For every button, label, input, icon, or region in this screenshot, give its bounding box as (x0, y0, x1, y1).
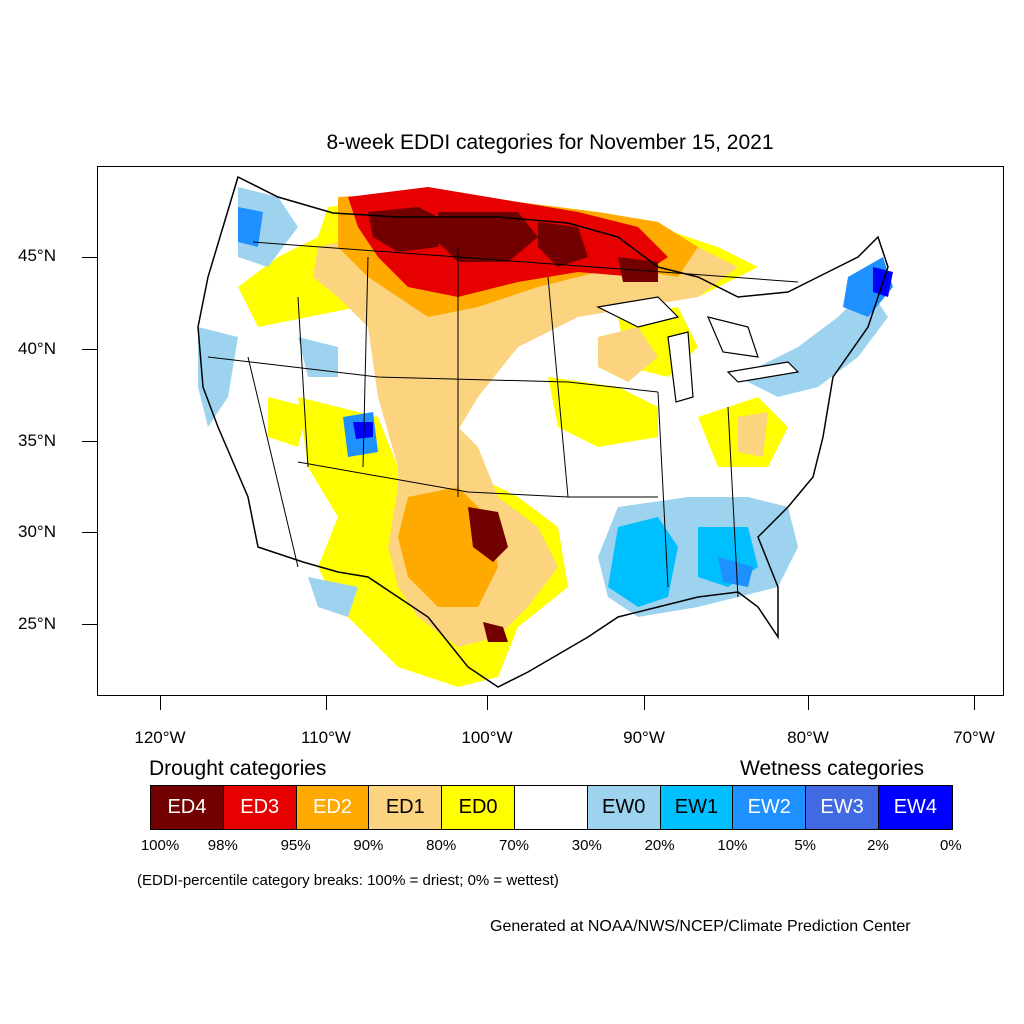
legend-cell-ew4: EW4 (878, 786, 952, 829)
lon-tick (487, 696, 488, 710)
ew2-southeast-area (718, 557, 753, 587)
lon-label-80: 80°W (787, 728, 829, 747)
legend-cell-ed3: ED3 (223, 786, 297, 829)
credit-line: Generated at NOAA/NWS/NCEP/Climate Predi… (490, 918, 911, 935)
ew4-west-area (353, 422, 373, 439)
ew1-southeast-area (608, 517, 758, 607)
coastline (197, 175, 889, 688)
legend-cell-ed4: ED4 (151, 786, 224, 829)
percentile-label: 2% (867, 837, 889, 854)
legend-cell-ew0: EW0 (587, 786, 661, 829)
ed4-south-area (468, 507, 508, 642)
category-note: (EDDI-percentile category breaks: 100% =… (137, 872, 559, 889)
percentile-label: 10% (717, 837, 748, 854)
percentile-label: 70% (498, 837, 530, 854)
lon-tick (326, 696, 327, 710)
legend-cell-normal (514, 786, 588, 829)
ed1-midwest-area (598, 327, 768, 457)
lat-label-30: 30°N (18, 522, 56, 541)
lon-tick (160, 696, 161, 710)
wetness-heading: Wetness categories (740, 757, 925, 780)
lon-tick (974, 696, 975, 710)
legend-color-bar: ED4 ED3 ED2 ED1 ED0 EW0 EW1 EW2 EW3 EW4 (150, 785, 953, 830)
legend-cell-ew2: EW2 (733, 786, 807, 829)
lon-label-90: 90°W (623, 728, 665, 747)
lat-tick (82, 532, 97, 533)
lat-label-45: 45°N (18, 246, 56, 265)
eddi-map (197, 175, 893, 688)
lat-tick (82, 624, 97, 625)
lat-tick (82, 441, 97, 442)
lon-label-70: 70°W (953, 728, 995, 747)
lat-tick (82, 349, 97, 350)
percentile-label: 95% (280, 837, 311, 854)
ed4-north-area (368, 207, 658, 282)
lon-label-110: 110°W (301, 728, 351, 747)
great-lakes (596, 296, 800, 403)
legend-cell-ed1: ED1 (369, 786, 443, 829)
lon-tick (644, 696, 645, 710)
lon-label-100: 100°W (461, 728, 513, 747)
percentile-label: 98% (207, 837, 238, 854)
percentile-label: 0% (939, 837, 962, 854)
lat-label-35: 35°N (18, 431, 56, 450)
legend-cell-ew1: EW1 (660, 786, 734, 829)
percentile-label: 20% (644, 837, 675, 854)
lon-label-120: 120°W (134, 728, 186, 747)
state-boundaries (207, 241, 799, 598)
legend-cell-ed2: ED2 (296, 786, 370, 829)
lat-label-40: 40°N (18, 339, 56, 358)
percentile-label: 90% (353, 837, 384, 854)
ed0-midwest-area (268, 307, 788, 467)
percentile-label: 30% (571, 837, 602, 854)
map-title: 8-week EDDI categories for November 15, … (326, 131, 774, 154)
percentile-label: 80% (426, 837, 457, 854)
map-panel (97, 166, 1004, 696)
percentile-label: 100% (140, 837, 180, 854)
legend-cell-ew3: EW3 (806, 786, 879, 829)
lat-label-25: 25°N (18, 614, 56, 633)
lat-tick (82, 257, 97, 258)
drought-heading: Drought categories (149, 757, 327, 780)
lon-tick (808, 696, 809, 710)
legend-cell-ed0: ED0 (442, 786, 515, 829)
percentile-label: 5% (794, 837, 817, 854)
